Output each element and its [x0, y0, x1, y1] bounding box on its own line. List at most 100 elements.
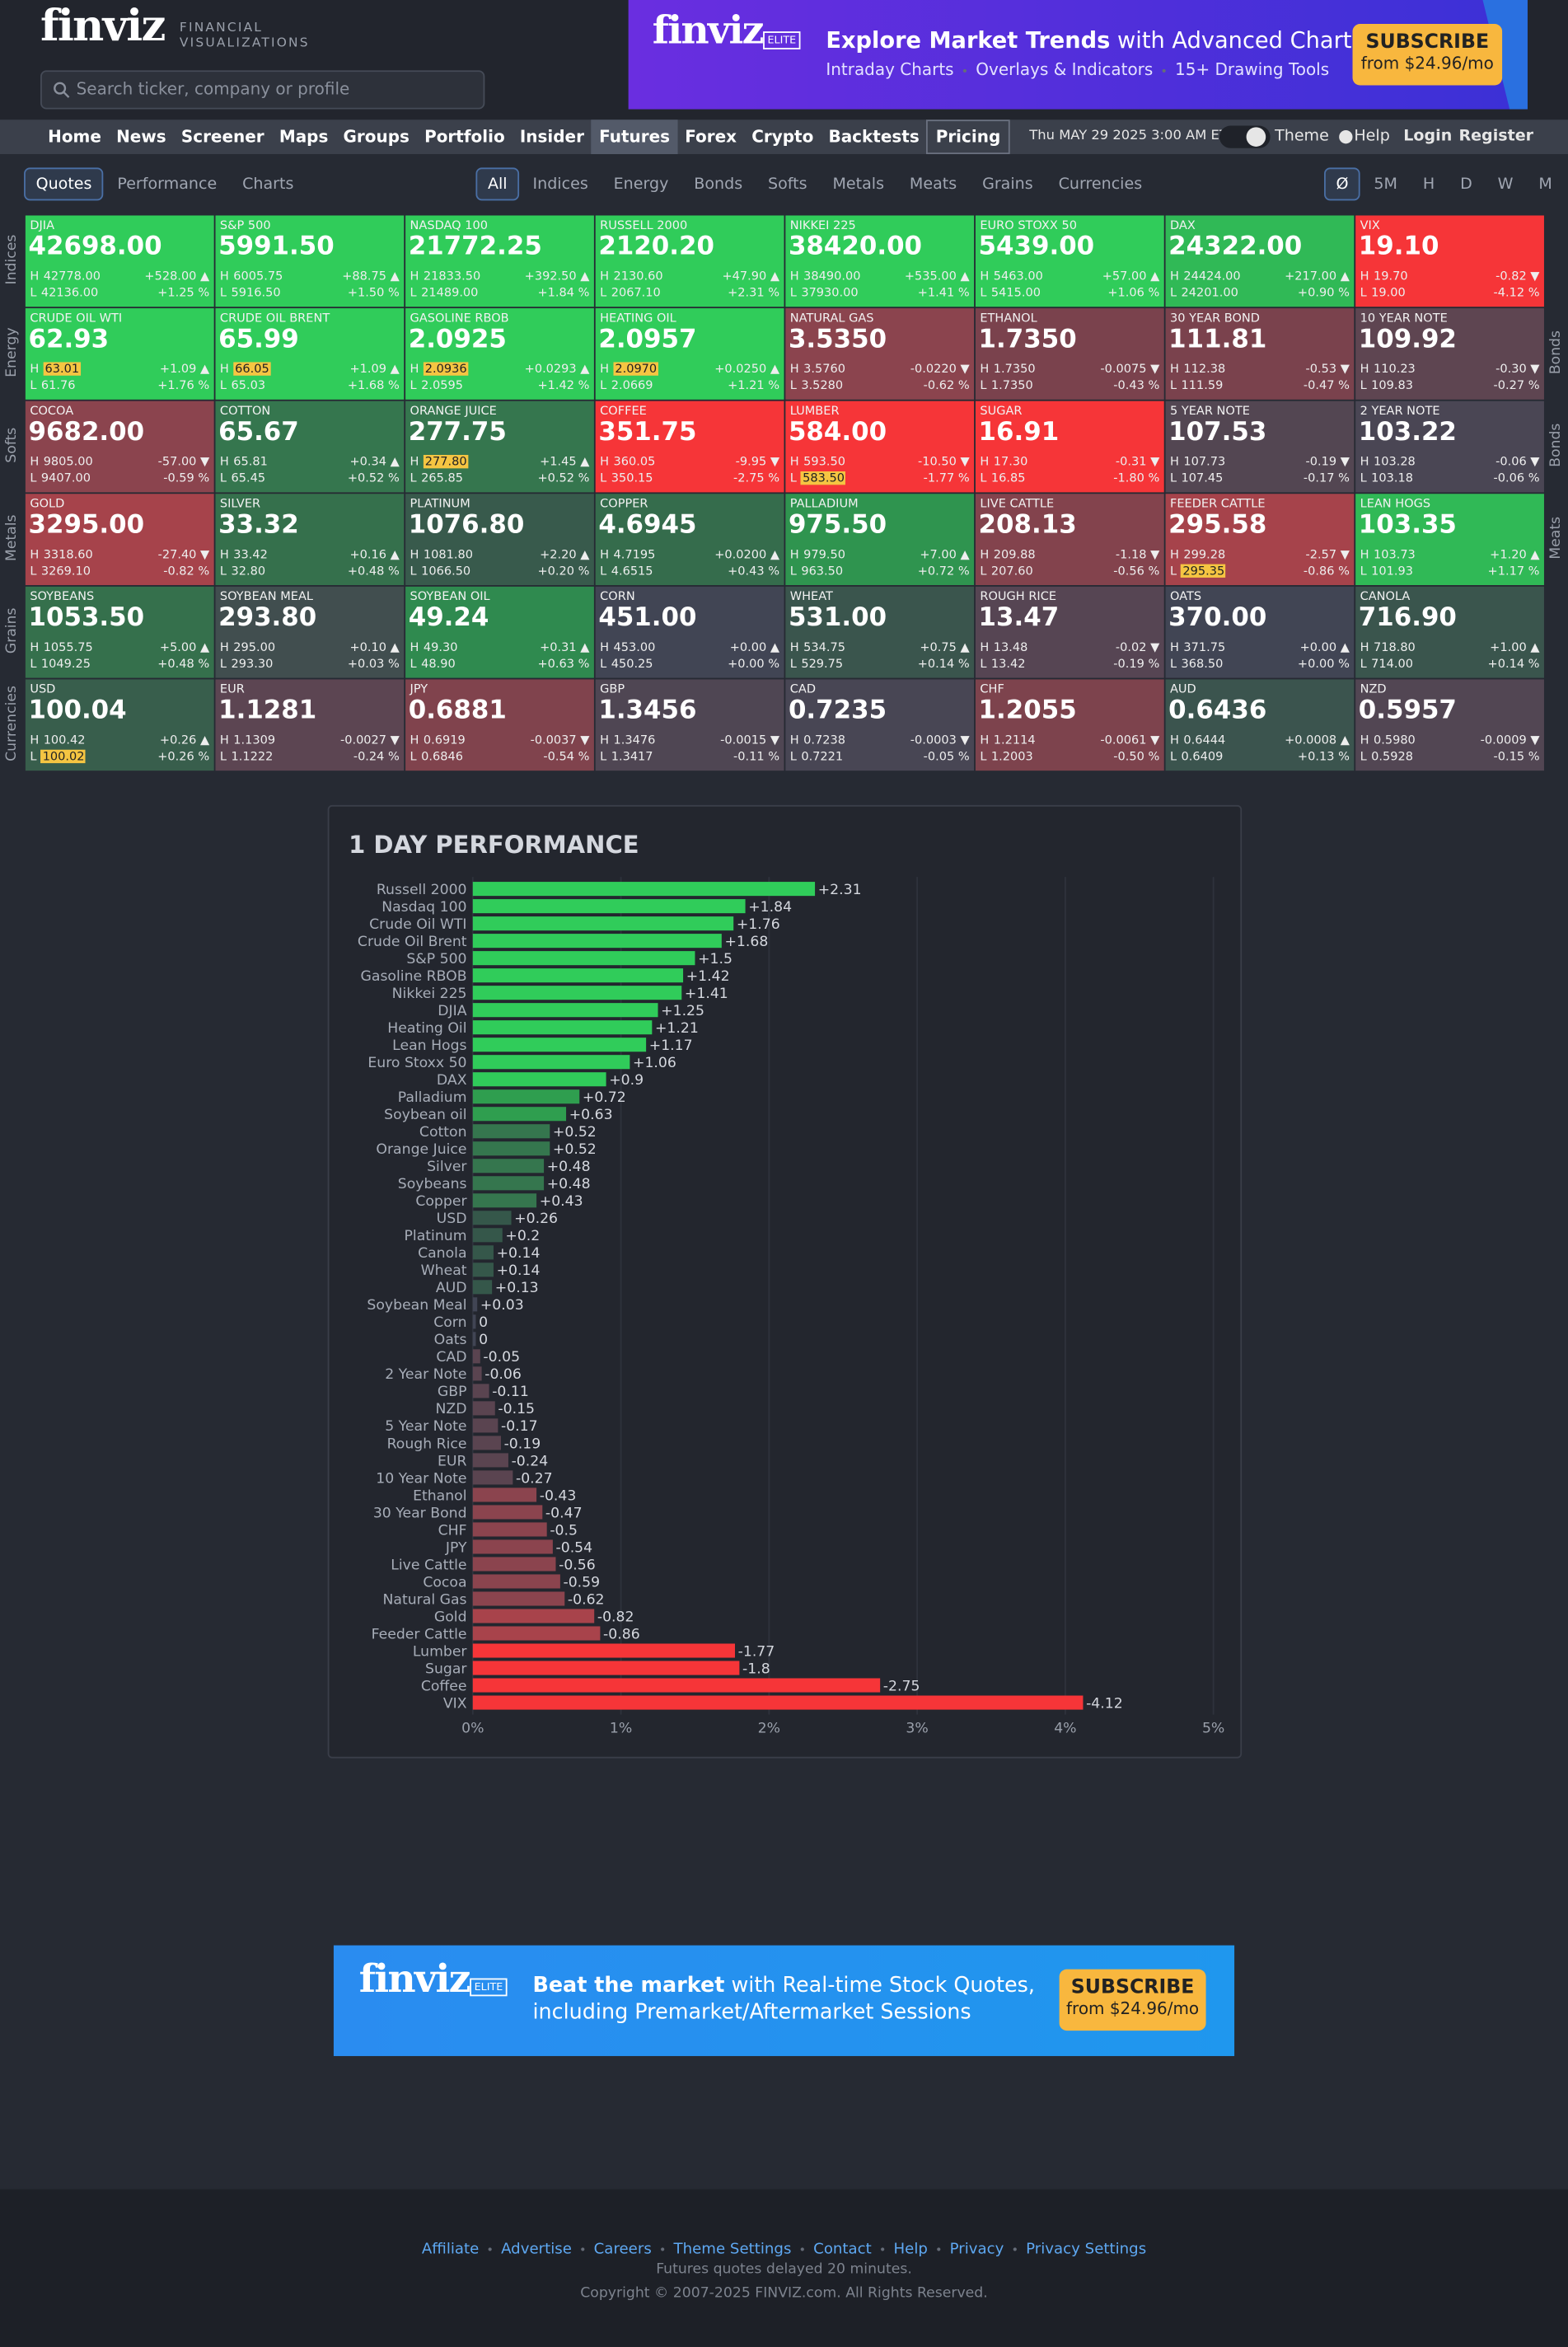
top-banner[interactable]: finviz ELITE Explore Market Trends with Ad…: [628, 0, 1528, 110]
low-value: 65.45: [231, 471, 266, 485]
nav-link[interactable]: Forex: [685, 127, 737, 147]
quote-tile[interactable]: CRUDE OIL WTI 62.93 H 63.01 +1.09 ▲ L 61.76 +1.…: [25, 308, 214, 400]
quote-tile[interactable]: LIVE CATTLE 208.13 H 209.88 -1.18 ▼ L 207.60 -0…: [975, 494, 1164, 585]
subscribe-button[interactable]: SUBSCRIBE from $24.96/mo: [1352, 24, 1503, 86]
footer-link[interactable]: Privacy Settings: [1004, 2242, 1146, 2258]
quote-tile[interactable]: CAD 0.7235 H 0.7238 -0.0003 ▼ L 0.7221 -0.05 %: [785, 679, 975, 771]
tab[interactable]: Currencies: [1058, 175, 1143, 194]
footer-link[interactable]: Affiliate: [421, 2242, 480, 2259]
nav-link[interactable]: Groups: [343, 127, 410, 147]
quote-tile[interactable]: COCOA 9682.00 H 9805.00 -57.00 ▼ L 9407.00 -0.5…: [25, 401, 214, 493]
tab[interactable]: Grains: [982, 175, 1033, 194]
quote-tile[interactable]: DJIA 42698.00 H 42778.00 +528.00 ▲ L 42136.00 +…: [25, 215, 214, 307]
quote-tile[interactable]: OATS 370.00 H 371.75 +0.00 ▲ L 368.50 +0.00 %: [1165, 586, 1355, 678]
quote-tile[interactable]: LUMBER 584.00 H 593.50 -10.50 ▼ L 583.50 -1.77 …: [785, 401, 975, 493]
quote-tile[interactable]: FEEDER CATTLE 295.58 H 299.28 -2.57 ▼ L 295.35…: [1165, 494, 1355, 585]
quote-tile[interactable]: CHF 1.2055 H 1.2114 -0.0061 ▼ L 1.2003 -0.50 %: [975, 679, 1164, 771]
tile-low-row: L 24201.00 +0.90 %: [1170, 286, 1350, 299]
quote-tile[interactable]: PLATINUM 1076.80 H 1081.80 +2.20 ▲ L 1066.50 +0…: [405, 494, 594, 585]
tab[interactable]: M: [1538, 175, 1552, 194]
tab[interactable]: Performance: [117, 175, 218, 194]
quote-tile[interactable]: COTTON 65.67 H 65.81 +0.34 ▲ L 65.45 +0.52 %: [215, 401, 405, 493]
quote-tile[interactable]: CORN 451.00 H 453.00 +0.00 ▲ L 450.25 +0.00 %: [595, 586, 784, 678]
nav-right-link[interactable]: Register: [1458, 127, 1534, 146]
quote-tile[interactable]: ORANGE JUICE 277.75 H 277.80 +1.45 ▲ L 265.85 +…: [405, 401, 594, 493]
footer-link[interactable]: Privacy: [928, 2242, 1004, 2258]
footer-link[interactable]: Careers: [572, 2242, 652, 2258]
nav-link[interactable]: Crypto: [751, 127, 814, 147]
nav-link[interactable]: News: [116, 127, 166, 147]
subscribe-button[interactable]: SUBSCRIBE from $24.96/mo: [1059, 1969, 1206, 2031]
quote-tile[interactable]: 10 YEAR NOTE 109.92 H 110.23 -0.30 ▼ L 109.83 -…: [1355, 308, 1544, 400]
nav-link[interactable]: Screener: [180, 127, 264, 147]
tab[interactable]: W: [1497, 175, 1514, 194]
nav-right-link[interactable]: Login: [1403, 127, 1453, 146]
quote-tile[interactable]: EUR 1.1281 H 1.1309 -0.0027 ▼ L 1.1222 -0.24 %: [215, 679, 405, 771]
tab[interactable]: 5M: [1374, 175, 1398, 194]
quote-tile[interactable]: COFFEE 351.75 H 360.05 -9.95 ▼ L 350.15 -2.75 %: [595, 401, 784, 493]
quote-tile[interactable]: GASOLINE RBOB 2.0925 H 2.0936 +0.0293 ▲ L 2.05…: [405, 308, 594, 400]
quote-tile[interactable]: USD 100.04 H 100.42 +0.26 ▲ L 100.02 +0.26 %: [25, 679, 214, 771]
nav-right-link[interactable]: Theme: [1275, 127, 1329, 146]
nav-link[interactable]: Portfolio: [424, 127, 505, 147]
quote-tile[interactable]: EURO STOXX 50 5439.00 H 5463.00 +57.00 ▲ L 541…: [975, 215, 1164, 307]
quote-tile[interactable]: COPPER 4.6945 H 4.7195 +0.0200 ▲ L 4.6515 +0.43…: [595, 494, 784, 585]
footer-link[interactable]: Theme Settings: [652, 2242, 792, 2258]
quote-tile[interactable]: ROUGH RICE 13.47 H 13.48 -0.02 ▼ L 13.42 -0.19 …: [975, 586, 1164, 678]
logo[interactable]: finviz: [40, 0, 166, 51]
quote-tile[interactable]: AUD 0.6436 H 0.6444 +0.0008 ▲ L 0.6409 +0.13 %: [1165, 679, 1355, 771]
nav-link[interactable]: Futures: [592, 119, 678, 155]
quote-tile[interactable]: LEAN HOGS 103.35 H 103.73 +1.20 ▲ L 101.93 +1.1…: [1355, 494, 1544, 585]
high-value: 24424.00: [1183, 269, 1241, 283]
tab[interactable]: Energy: [613, 175, 669, 194]
tab[interactable]: Ø: [1324, 167, 1361, 201]
quote-tile[interactable]: PALLADIUM 975.50 H 979.50 +7.00 ▲ L 963.50 +0.7…: [785, 494, 975, 585]
quote-tile[interactable]: CANOLA 716.90 H 718.80 +1.00 ▲ L 714.00 +0.14 %: [1355, 586, 1544, 678]
quote-tile[interactable]: S&P 500 5991.50 H 6005.75 +88.75 ▲ L 5916.50 +1…: [215, 215, 405, 307]
nav-link[interactable]: Pricing: [926, 119, 1010, 155]
footer-link[interactable]: Help: [872, 2242, 928, 2258]
bottom-banner[interactable]: finviz ELITE Beat the market with Real-tim…: [333, 1945, 1235, 2056]
quote-tile[interactable]: ETHANOL 1.7350 H 1.7350 -0.0075 ▼ L 1.7350 -0.4…: [975, 308, 1164, 400]
quote-tile[interactable]: RUSSELL 2000 2120.20 H 2130.60 +47.90 ▲ L 2067…: [595, 215, 784, 307]
quote-tile[interactable]: SILVER 33.32 H 33.42 +0.16 ▲ L 32.80 +0.48 %: [215, 494, 405, 585]
tab[interactable]: Metals: [832, 175, 885, 194]
tab[interactable]: H: [1422, 175, 1435, 194]
tab[interactable]: All: [475, 167, 520, 201]
quote-tile[interactable]: SOYBEAN OIL 49.24 H 49.30 +0.31 ▲ L 48.90 +0.63…: [405, 586, 594, 678]
quote-tile[interactable]: NATURAL GAS 3.5350 H 3.5760 -0.0220 ▼ L 3.5280…: [785, 308, 975, 400]
quote-tile[interactable]: SOYBEANS 1053.50 H 1055.75 +5.00 ▲ L 1049.25 +0…: [25, 586, 214, 678]
quote-tile[interactable]: CRUDE OIL BRENT 65.99 H 66.05 +1.09 ▲ L 65.03 +…: [215, 308, 405, 400]
tab[interactable]: Charts: [242, 175, 294, 194]
quote-tile[interactable]: NASDAQ 100 21772.25 H 21833.50 +392.50 ▲ L 214…: [405, 215, 594, 307]
tab[interactable]: Bonds: [694, 175, 743, 194]
quote-tile[interactable]: GOLD 3295.00 H 3318.60 -27.40 ▼ L 3269.10 -0.82…: [25, 494, 214, 585]
nav-link[interactable]: Insider: [519, 127, 584, 147]
tile-name: LEAN HOGS: [1360, 496, 1431, 511]
tab[interactable]: Indices: [532, 175, 588, 194]
quote-tile[interactable]: VIX 19.10 H 19.70 -0.82 ▼ L 19.00 -4.12 %: [1355, 215, 1544, 307]
quote-tile[interactable]: SOYBEAN MEAL 293.80 H 295.00 +0.10 ▲ L 293.30 +…: [215, 586, 405, 678]
quote-tile[interactable]: JPY 0.6881 H 0.6919 -0.0037 ▼ L 0.6846 -0.54 %: [405, 679, 594, 771]
nav-right-link[interactable]: Help: [1354, 127, 1390, 146]
quote-tile[interactable]: GBP 1.3456 H 1.3476 -0.0015 ▼ L 1.3417 -0.11 %: [595, 679, 784, 771]
quote-tile[interactable]: 5 YEAR NOTE 107.53 H 107.73 -0.19 ▼ L 107.45 -0…: [1165, 401, 1355, 493]
quote-tile[interactable]: NZD 0.5957 H 0.5980 -0.0009 ▼ L 0.5928 -0.15 %: [1355, 679, 1544, 771]
quote-tile[interactable]: 30 YEAR BOND 111.81 H 112.38 -0.53 ▼ L 111.59 -…: [1165, 308, 1355, 400]
quote-tile[interactable]: DAX 24322.00 H 24424.00 +217.00 ▲ L 24201.00 +0…: [1165, 215, 1355, 307]
tab[interactable]: Meats: [909, 175, 957, 194]
quote-tile[interactable]: NIKKEI 225 38420.00 H 38490.00 +535.00 ▲ L 379…: [785, 215, 975, 307]
nav-link[interactable]: Home: [48, 127, 101, 147]
quote-tile[interactable]: SUGAR 16.91 H 17.30 -0.31 ▼ L 16.85 -1.80 %: [975, 401, 1164, 493]
tab[interactable]: Softs: [768, 175, 807, 194]
footer-link[interactable]: Contact: [791, 2242, 871, 2258]
search-box[interactable]: Search ticker, company or profile: [40, 70, 485, 110]
nav-link[interactable]: Backtests: [828, 127, 920, 147]
quote-tile[interactable]: WHEAT 531.00 H 534.75 +0.75 ▲ L 529.75 +0.14 %: [785, 586, 975, 678]
nav-link[interactable]: Maps: [278, 127, 329, 147]
quote-tile[interactable]: 2 YEAR NOTE 103.22 H 103.28 -0.06 ▼ L 103.18 -0…: [1355, 401, 1544, 493]
tab[interactable]: D: [1460, 175, 1472, 194]
footer-link[interactable]: Advertise: [479, 2242, 572, 2258]
tab[interactable]: Quotes: [24, 167, 105, 201]
quote-tile[interactable]: HEATING OIL 2.0957 H 2.0970 +0.0250 ▲ L 2.0669…: [595, 308, 784, 400]
